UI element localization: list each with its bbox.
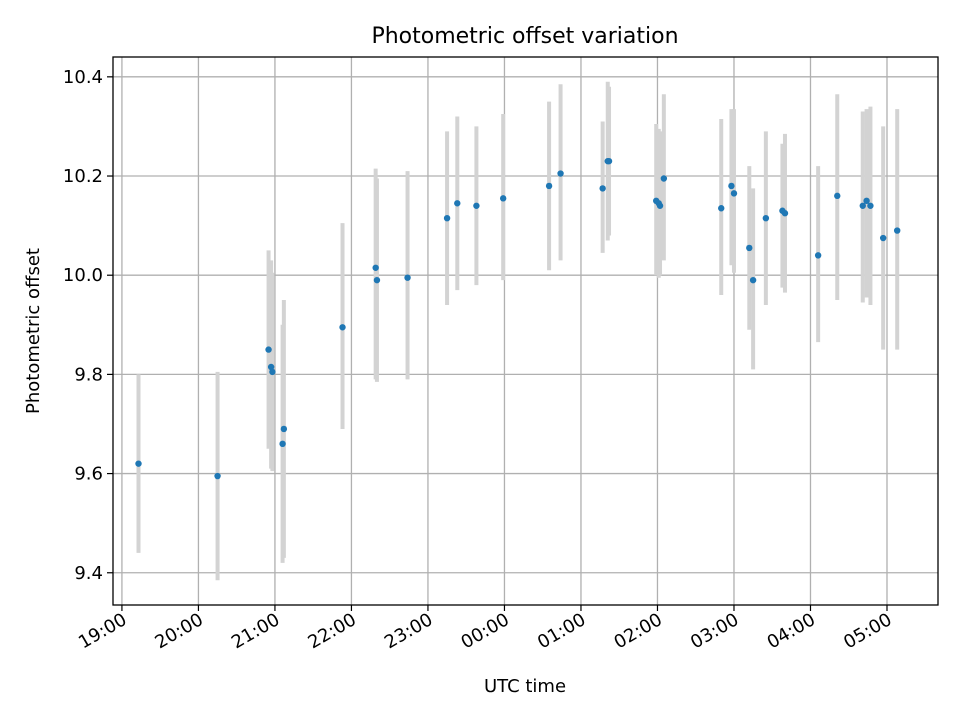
data-point	[660, 175, 668, 182]
data-point	[372, 264, 379, 271]
data-point	[373, 276, 381, 284]
chart-title: Photometric offset variation	[371, 24, 678, 49]
data-point	[762, 214, 770, 222]
data-point	[834, 192, 841, 200]
data-point	[404, 274, 411, 281]
data-point	[863, 197, 870, 205]
y-axis-label: Photometric offset	[23, 248, 44, 414]
y-tick-label: 9.4	[74, 563, 103, 584]
data-point	[135, 460, 142, 467]
data-point	[339, 324, 346, 331]
data-point	[214, 472, 221, 480]
y-tick-label: 10.2	[63, 166, 103, 187]
plot-frame	[112, 56, 939, 606]
data-point	[279, 440, 286, 448]
y-axis: 9.4 9.6 9.8 10.0 10.2 10.4	[63, 67, 113, 584]
data-point	[599, 185, 606, 192]
data-point	[728, 182, 735, 190]
data-point	[605, 157, 613, 165]
data-point	[867, 202, 874, 209]
data-point	[499, 195, 507, 202]
data-point	[718, 205, 725, 212]
data-point	[746, 244, 753, 252]
data-point	[814, 252, 822, 259]
data-point	[545, 182, 553, 190]
data-points	[135, 157, 901, 480]
y-tick-label: 10.0	[63, 265, 103, 286]
data-point	[859, 202, 866, 209]
y-tick-label: 9.8	[74, 364, 103, 385]
data-point	[267, 363, 275, 371]
x-axis-label: UTC time	[484, 676, 566, 697]
data-point	[893, 227, 901, 234]
data-point	[730, 190, 738, 197]
data-point	[879, 234, 887, 242]
data-point	[656, 202, 664, 209]
y-tick-label: 10.4	[63, 67, 103, 88]
data-point	[557, 170, 564, 177]
data-point	[454, 200, 461, 207]
data-point	[265, 346, 272, 353]
data-point	[280, 425, 288, 433]
data-point	[473, 202, 480, 209]
data-point	[269, 368, 276, 376]
data-point	[749, 276, 757, 284]
data-point	[781, 210, 789, 217]
y-tick-label: 9.6	[74, 464, 103, 485]
data-point	[443, 214, 451, 222]
